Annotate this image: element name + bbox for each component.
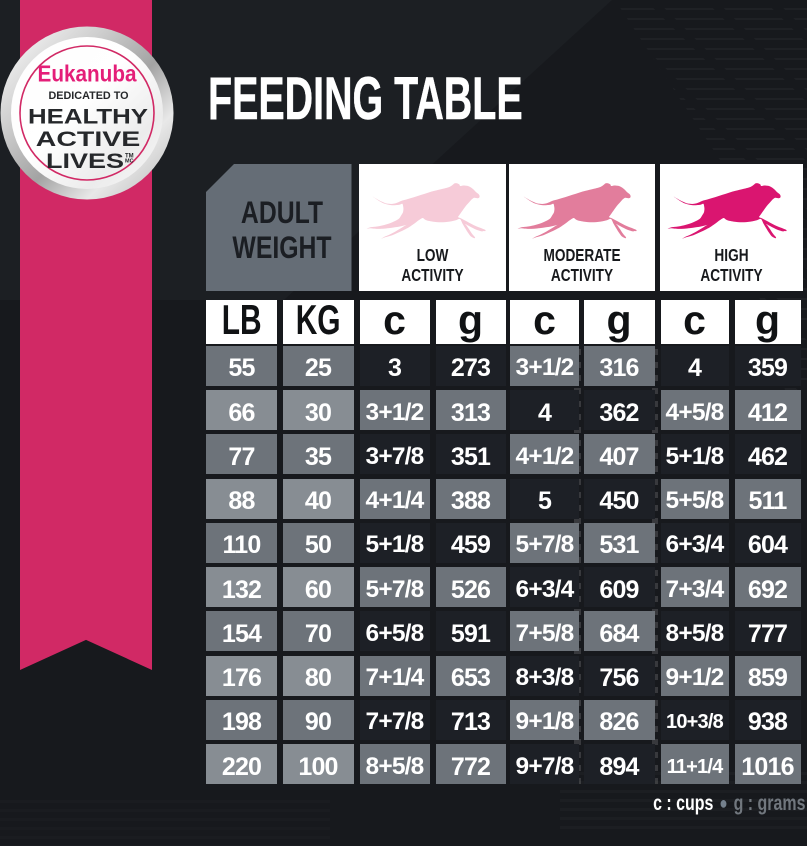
svg-text:HEALTHY: HEALTHY	[28, 103, 149, 128]
svg-text:TM: TM	[125, 153, 134, 159]
svg-text:LIVES: LIVES	[46, 148, 124, 173]
svg-text:DEDICATED TO: DEDICATED TO	[49, 89, 129, 101]
svg-text:ACTIVE: ACTIVE	[36, 125, 141, 150]
svg-text:Eukanuba: Eukanuba	[38, 60, 138, 86]
svg-text:MC: MC	[125, 158, 134, 164]
